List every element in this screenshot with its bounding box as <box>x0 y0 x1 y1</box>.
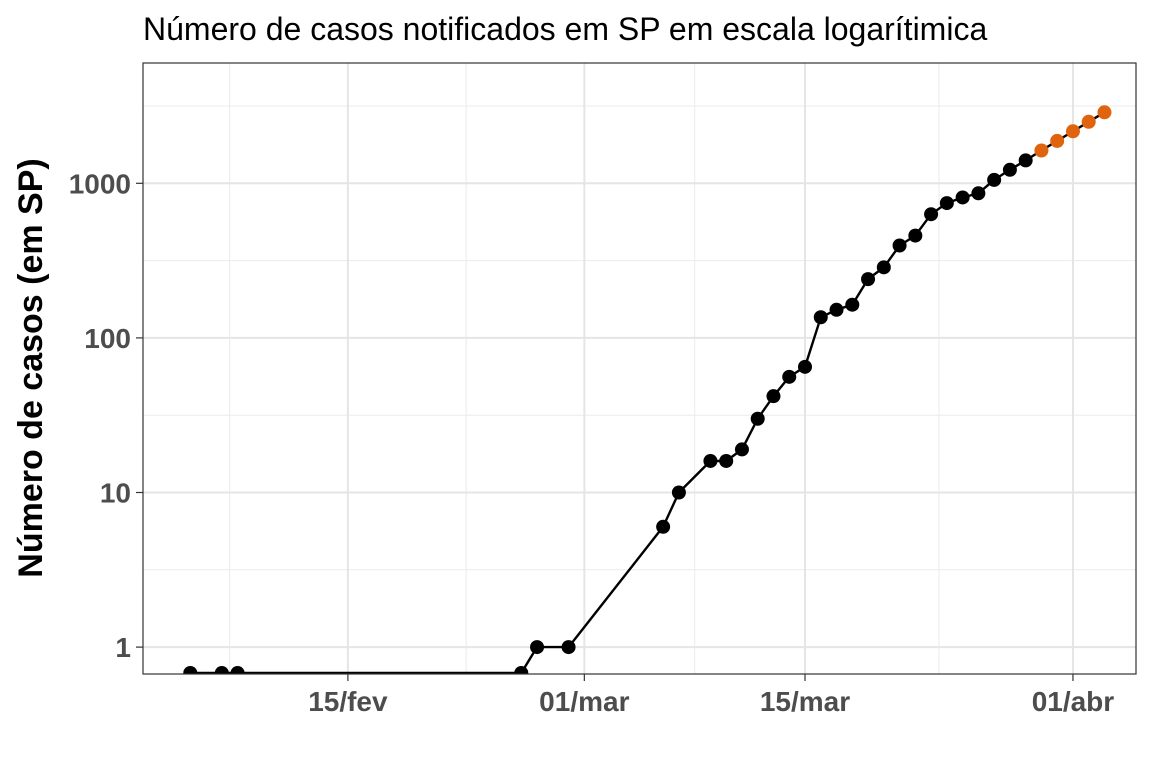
series-lines <box>190 111 1106 674</box>
data-point-s0-4 <box>530 640 545 655</box>
data-point-s0-11 <box>750 411 765 426</box>
data-point-s1-2 <box>1065 124 1080 139</box>
data-point-s0-5 <box>561 640 576 655</box>
data-point-s0-18 <box>861 272 876 287</box>
data-point-s0-8 <box>703 453 718 468</box>
series-line <box>190 111 1106 674</box>
plot-background <box>143 63 1136 674</box>
data-point-s0-3 <box>514 666 529 674</box>
data-point-s0-9 <box>719 453 734 468</box>
data-point-s0-16 <box>829 302 844 317</box>
data-point-s0-10 <box>734 442 749 457</box>
x-tick-label: 15/mar <box>760 686 850 717</box>
data-point-s0-24 <box>955 190 970 205</box>
x-tick-label: 15/fev <box>308 686 388 717</box>
data-point-s0-2 <box>230 666 245 674</box>
data-point-s0-6 <box>656 519 671 534</box>
data-point-s0-28 <box>1018 153 1033 168</box>
data-point-s1-4 <box>1097 105 1112 120</box>
data-point-s0-1 <box>214 666 229 674</box>
data-point-s1-1 <box>1050 133 1065 148</box>
data-point-s0-26 <box>987 172 1002 187</box>
x-tick-label: 01/abr <box>1032 686 1115 717</box>
y-tick-label: 1000 <box>69 168 131 199</box>
chart-title: Número de casos notificados em SP em esc… <box>143 11 987 47</box>
y-tick-label: 1 <box>115 632 131 663</box>
data-point-s1-0 <box>1034 143 1049 158</box>
data-point-s0-15 <box>813 310 828 325</box>
plot-panel-border <box>142 62 1137 675</box>
data-point-s0-17 <box>845 297 860 312</box>
data-point-s0-20 <box>892 238 907 253</box>
data-point-s0-19 <box>876 260 891 275</box>
data-point-s1-3 <box>1081 114 1096 129</box>
data-point-s0-27 <box>1002 162 1017 177</box>
data-point-s0-0 <box>183 666 198 674</box>
y-axis-label: Número de casos (em SP) <box>12 158 50 577</box>
data-point-s0-22 <box>924 207 939 222</box>
data-point-s0-23 <box>939 196 954 211</box>
data-point-s0-25 <box>971 186 986 201</box>
data-point-s0-12 <box>766 389 781 404</box>
y-tick-label: 100 <box>84 323 131 354</box>
data-points <box>183 105 1112 674</box>
data-point-s0-21 <box>908 228 923 243</box>
grid-lines <box>143 63 1136 674</box>
x-tick-label: 01/mar <box>539 686 629 717</box>
data-point-s0-7 <box>671 485 686 500</box>
data-point-s0-13 <box>782 369 797 384</box>
y-tick-label: 10 <box>100 478 131 509</box>
axis-ticks: 15/fev 01/mar 15/mar 01/abr 1 10 100 1000 <box>69 168 1115 717</box>
data-point-s0-14 <box>798 359 812 374</box>
